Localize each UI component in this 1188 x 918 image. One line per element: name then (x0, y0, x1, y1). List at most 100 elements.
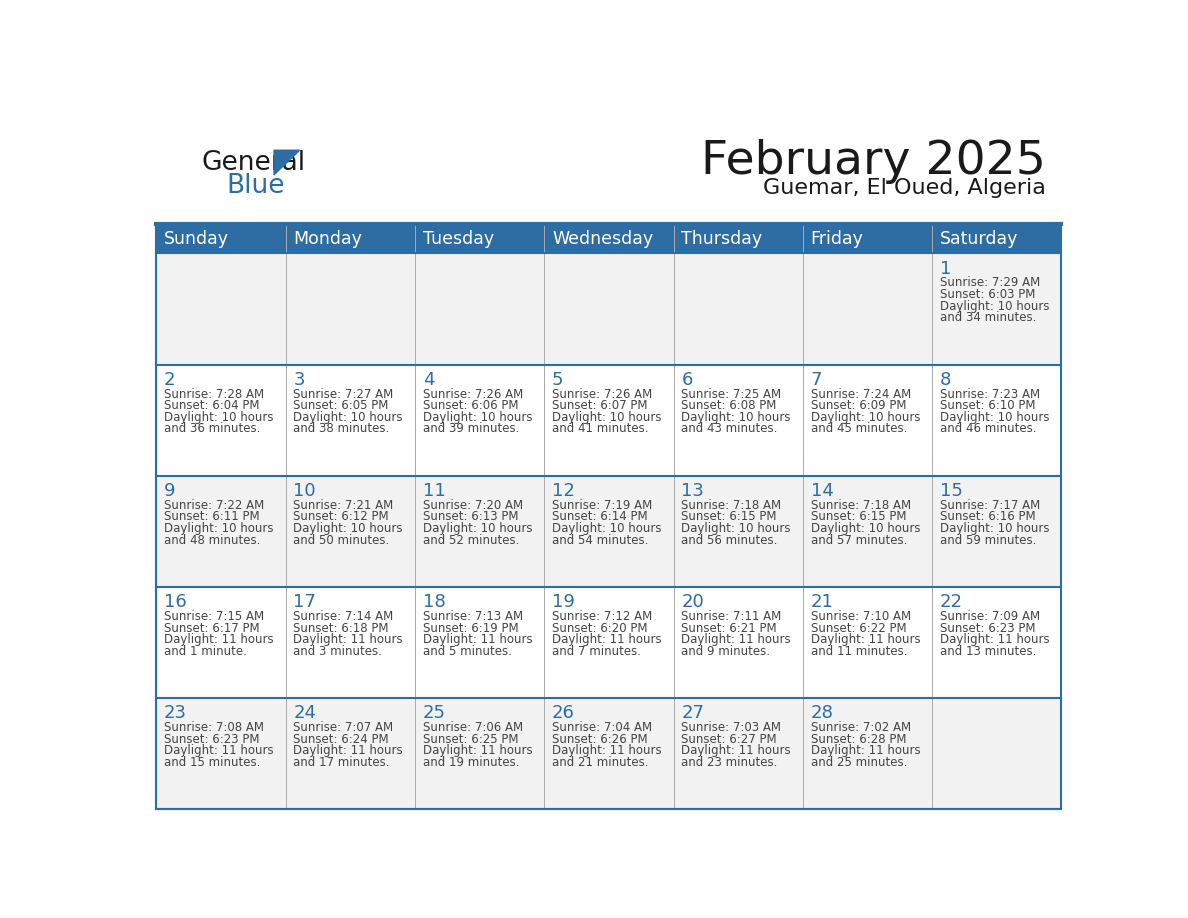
Text: 16: 16 (164, 593, 187, 611)
Bar (415, 698, 544, 810)
Bar (544, 224, 674, 253)
Text: Sunrise: 7:14 AM: Sunrise: 7:14 AM (293, 610, 393, 623)
Bar (933, 224, 1061, 253)
Text: and 57 minutes.: and 57 minutes. (810, 533, 906, 546)
Text: Sunrise: 7:23 AM: Sunrise: 7:23 AM (940, 387, 1040, 400)
Text: Sunset: 6:17 PM: Sunset: 6:17 PM (164, 621, 260, 634)
Bar (933, 698, 1061, 810)
Text: 23: 23 (164, 704, 187, 722)
Text: 21: 21 (810, 593, 834, 611)
Bar (157, 476, 285, 587)
Text: 27: 27 (681, 704, 704, 722)
Text: Sunrise: 7:18 AM: Sunrise: 7:18 AM (810, 498, 911, 512)
Text: and 3 minutes.: and 3 minutes. (293, 644, 383, 657)
Text: Daylight: 11 hours: Daylight: 11 hours (552, 744, 662, 757)
Bar (415, 587, 544, 698)
Bar (674, 698, 803, 810)
Text: Sunrise: 7:04 AM: Sunrise: 7:04 AM (552, 722, 652, 734)
Text: 7: 7 (810, 371, 822, 388)
Text: Sunset: 6:15 PM: Sunset: 6:15 PM (810, 510, 906, 523)
Text: 6: 6 (681, 371, 693, 388)
Text: and 15 minutes.: and 15 minutes. (164, 756, 260, 769)
Text: and 50 minutes.: and 50 minutes. (293, 533, 390, 546)
Bar (415, 224, 544, 253)
Text: Sunset: 6:14 PM: Sunset: 6:14 PM (552, 510, 647, 523)
Polygon shape (274, 151, 299, 174)
Text: 25: 25 (423, 704, 446, 722)
Text: Sunset: 6:15 PM: Sunset: 6:15 PM (681, 510, 777, 523)
Bar (933, 587, 1061, 698)
Text: Daylight: 10 hours: Daylight: 10 hours (164, 522, 273, 535)
Bar (674, 476, 803, 587)
Text: and 13 minutes.: and 13 minutes. (940, 644, 1036, 657)
Text: Sunrise: 7:02 AM: Sunrise: 7:02 AM (810, 722, 911, 734)
Text: Sunrise: 7:03 AM: Sunrise: 7:03 AM (681, 722, 782, 734)
Text: and 19 minutes.: and 19 minutes. (423, 756, 519, 769)
Text: 19: 19 (552, 593, 575, 611)
Text: Sunrise: 7:09 AM: Sunrise: 7:09 AM (940, 610, 1040, 623)
Bar (544, 364, 674, 476)
Text: and 36 minutes.: and 36 minutes. (164, 422, 260, 435)
Text: 8: 8 (940, 371, 952, 388)
Text: Sunrise: 7:15 AM: Sunrise: 7:15 AM (164, 610, 264, 623)
Text: 5: 5 (552, 371, 563, 388)
Text: and 34 minutes.: and 34 minutes. (940, 311, 1036, 324)
Text: Sunset: 6:08 PM: Sunset: 6:08 PM (681, 399, 777, 412)
Text: Sunrise: 7:29 AM: Sunrise: 7:29 AM (940, 276, 1041, 289)
Text: Daylight: 10 hours: Daylight: 10 hours (293, 410, 403, 424)
Text: Sunday: Sunday (164, 230, 229, 248)
Text: 24: 24 (293, 704, 316, 722)
Text: Daylight: 11 hours: Daylight: 11 hours (681, 744, 791, 757)
Bar (285, 476, 415, 587)
Text: Daylight: 11 hours: Daylight: 11 hours (940, 633, 1049, 646)
Text: and 11 minutes.: and 11 minutes. (810, 644, 908, 657)
Bar (415, 364, 544, 476)
Text: Sunset: 6:06 PM: Sunset: 6:06 PM (423, 399, 518, 412)
Text: Sunrise: 7:20 AM: Sunrise: 7:20 AM (423, 498, 523, 512)
Text: and 54 minutes.: and 54 minutes. (552, 533, 649, 546)
Text: and 5 minutes.: and 5 minutes. (423, 644, 512, 657)
Text: Sunrise: 7:19 AM: Sunrise: 7:19 AM (552, 498, 652, 512)
Bar (933, 253, 1061, 364)
Text: Sunrise: 7:08 AM: Sunrise: 7:08 AM (164, 722, 264, 734)
Bar (157, 224, 1061, 810)
Text: Sunset: 6:16 PM: Sunset: 6:16 PM (940, 510, 1036, 523)
Text: Sunset: 6:13 PM: Sunset: 6:13 PM (423, 510, 518, 523)
Text: Sunrise: 7:11 AM: Sunrise: 7:11 AM (681, 610, 782, 623)
Bar (803, 476, 933, 587)
Text: Daylight: 10 hours: Daylight: 10 hours (940, 299, 1049, 313)
Text: Daylight: 11 hours: Daylight: 11 hours (810, 633, 921, 646)
Text: 9: 9 (164, 482, 176, 500)
Text: Guemar, El Oued, Algeria: Guemar, El Oued, Algeria (763, 178, 1045, 198)
Bar (803, 253, 933, 364)
Text: Sunset: 6:24 PM: Sunset: 6:24 PM (293, 733, 388, 745)
Text: Sunset: 6:23 PM: Sunset: 6:23 PM (940, 621, 1036, 634)
Text: Daylight: 11 hours: Daylight: 11 hours (423, 633, 532, 646)
Text: Sunrise: 7:24 AM: Sunrise: 7:24 AM (810, 387, 911, 400)
Text: Friday: Friday (810, 230, 864, 248)
Text: Daylight: 10 hours: Daylight: 10 hours (681, 410, 791, 424)
Bar (803, 224, 933, 253)
Text: Sunset: 6:25 PM: Sunset: 6:25 PM (423, 733, 518, 745)
Bar (157, 587, 285, 698)
Bar (674, 224, 803, 253)
Bar (157, 698, 285, 810)
Bar (285, 587, 415, 698)
Text: Sunset: 6:19 PM: Sunset: 6:19 PM (423, 621, 518, 634)
Bar (803, 587, 933, 698)
Text: Sunset: 6:11 PM: Sunset: 6:11 PM (164, 510, 260, 523)
Text: Daylight: 11 hours: Daylight: 11 hours (293, 744, 403, 757)
Bar (803, 364, 933, 476)
Bar (933, 476, 1061, 587)
Text: Sunrise: 7:26 AM: Sunrise: 7:26 AM (552, 387, 652, 400)
Text: Daylight: 10 hours: Daylight: 10 hours (423, 522, 532, 535)
Text: Sunrise: 7:25 AM: Sunrise: 7:25 AM (681, 387, 782, 400)
Bar (285, 224, 415, 253)
Text: and 43 minutes.: and 43 minutes. (681, 422, 778, 435)
Text: Daylight: 10 hours: Daylight: 10 hours (293, 522, 403, 535)
Text: Sunset: 6:27 PM: Sunset: 6:27 PM (681, 733, 777, 745)
Bar (157, 364, 285, 476)
Text: and 23 minutes.: and 23 minutes. (681, 756, 778, 769)
Text: Daylight: 10 hours: Daylight: 10 hours (164, 410, 273, 424)
Text: Sunrise: 7:13 AM: Sunrise: 7:13 AM (423, 610, 523, 623)
